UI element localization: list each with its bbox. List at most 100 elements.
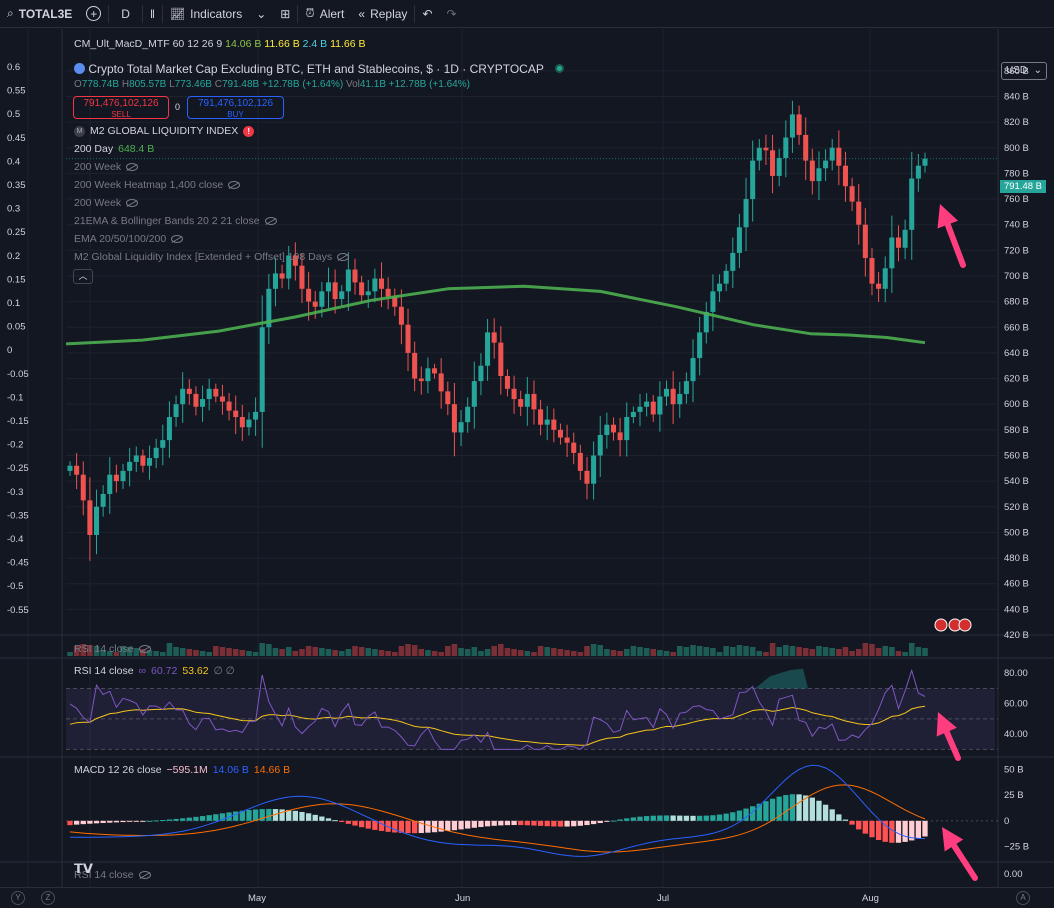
macd-histogram-bar bbox=[478, 820, 484, 828]
volume-bar bbox=[87, 645, 93, 656]
hidden-eye-icon[interactable] bbox=[337, 253, 350, 261]
macd-histogram-bar bbox=[557, 820, 564, 827]
macd-histogram-bar bbox=[571, 820, 577, 827]
y-right-tick: 440 B bbox=[1004, 604, 1029, 615]
overlay-row-m2[interactable]: M M2 GLOBAL LIQUIDITY INDEX ! bbox=[74, 125, 255, 137]
candle-down bbox=[445, 391, 451, 405]
axes-layer: 860 B 840 B 820 B 800 B 780 B 760 B 740 B 720 B… bbox=[7, 62, 1029, 853]
indicators-dropdown[interactable]: ⌄ bbox=[249, 0, 273, 28]
volume-bar bbox=[272, 648, 279, 656]
replay-button[interactable]: « Replay bbox=[351, 0, 414, 28]
macd-y-tick: 0 bbox=[1004, 816, 1009, 827]
macd-histogram-bar bbox=[107, 820, 113, 823]
macd-histogram-bar bbox=[160, 819, 166, 821]
hidden-eye-icon[interactable] bbox=[138, 645, 151, 653]
volume-bar bbox=[106, 651, 113, 656]
candle-up bbox=[915, 165, 921, 179]
overlay-row-m2-extended[interactable]: M2 Global Liquidity Index [Extended + Of… bbox=[74, 251, 350, 263]
alert-button[interactable]: ⏰︎ Alert bbox=[298, 0, 351, 28]
overlay-row-200week[interactable]: 200 Week bbox=[74, 161, 139, 173]
macd-histogram-bar bbox=[153, 820, 159, 822]
volume-value: 41.1B bbox=[359, 79, 386, 90]
layouts-button[interactable]: ⊞ bbox=[273, 0, 297, 28]
z-axis-button[interactable]: Z bbox=[41, 891, 55, 905]
undo-button[interactable]: ↶ bbox=[415, 0, 439, 28]
add-symbol-button[interactable]: + bbox=[79, 0, 108, 28]
overlay-row-ema[interactable]: EMA 20/50/100/200 bbox=[74, 233, 184, 245]
time-axis-labels: May Jun Jul Aug bbox=[0, 893, 1000, 905]
macd-mtf-legend[interactable]: CM_Ult_MacD_MTF 60 12 26 9 14.06 B 11.66… bbox=[74, 38, 366, 50]
overlay-row-200week-2[interactable]: 200 Week bbox=[74, 197, 139, 209]
buy-button[interactable]: 791,476,102,126 BUY bbox=[187, 96, 284, 119]
chevron-down-icon: ⌄ bbox=[1033, 65, 1042, 76]
hidden-eye-icon[interactable] bbox=[171, 235, 184, 243]
indicators-button[interactable]: 📈︎ Indicators bbox=[163, 0, 249, 28]
volume-bar bbox=[113, 652, 120, 656]
volume-bar bbox=[438, 652, 444, 656]
candle-down bbox=[803, 134, 809, 161]
replay-label: Replay bbox=[370, 6, 408, 21]
candle-down bbox=[74, 465, 80, 475]
hidden-eye-icon[interactable] bbox=[126, 163, 139, 171]
candle-up bbox=[697, 332, 703, 359]
macd-histogram-bar bbox=[438, 820, 444, 832]
hidden-eye-icon[interactable] bbox=[126, 199, 139, 207]
volume-bar bbox=[93, 646, 100, 656]
divider bbox=[414, 4, 416, 23]
volume-bar bbox=[690, 645, 696, 656]
hidden-eye-icon[interactable] bbox=[228, 181, 241, 189]
volume-bar bbox=[279, 649, 285, 656]
macd-histogram-bar bbox=[471, 820, 477, 828]
volume-bar bbox=[411, 645, 418, 656]
candle-up bbox=[657, 396, 663, 415]
macd-histogram-bar bbox=[836, 814, 842, 821]
main-legend-title-row[interactable]: Crypto Total Market Cap Excluding BTC, E… bbox=[74, 62, 564, 76]
rsi-hidden-legend-2[interactable]: 𝗧𝗩 RSI 14 close bbox=[74, 861, 151, 881]
volume-bar bbox=[259, 643, 265, 656]
overlay-row-heatmap[interactable]: 200 Week Heatmap 1,400 close bbox=[74, 179, 241, 191]
candle-down bbox=[491, 332, 497, 343]
volume-bar bbox=[67, 652, 73, 656]
candle-up bbox=[465, 406, 471, 423]
redo-button[interactable]: ↷ bbox=[440, 0, 464, 28]
x-tick-jul: Jul bbox=[657, 893, 670, 904]
high-value: 805.57B bbox=[129, 79, 167, 90]
y-left-tick: -0.3 bbox=[7, 487, 23, 498]
rsi-legend[interactable]: RSI 14 close ∞ 60.72 53.62 ∅ ∅ bbox=[74, 665, 235, 677]
macd-histogram-bar bbox=[670, 815, 676, 821]
hidden-eye-icon[interactable] bbox=[264, 217, 277, 225]
overlay-label: 200 Week bbox=[74, 197, 122, 209]
candle-down bbox=[392, 296, 398, 307]
collapse-legend-button[interactable]: ︿ bbox=[73, 269, 93, 284]
overlay-row-200day[interactable]: 200 Day 648.4 B bbox=[74, 143, 154, 155]
arrow-shaft bbox=[943, 729, 961, 761]
volume-bar bbox=[478, 651, 484, 656]
macd-histogram-bar bbox=[206, 815, 212, 821]
volume-bar bbox=[219, 647, 226, 656]
macd-legend[interactable]: MACD 12 26 close −595.1M 14.06 B 14.66 B bbox=[74, 764, 290, 776]
chart-type-button[interactable]: ǁ bbox=[143, 0, 162, 28]
auto-scale-button[interactable]: A bbox=[1016, 891, 1030, 905]
candle-down bbox=[895, 237, 902, 248]
hidden-eye-icon[interactable] bbox=[138, 871, 151, 879]
volume-bar bbox=[332, 650, 338, 656]
overlay-row-bollinger[interactable]: 21EMA & Bollinger Bands 20 2 21 close bbox=[74, 215, 277, 227]
currency-select[interactable]: USD ⌄ bbox=[1001, 62, 1047, 80]
time-axis-bar[interactable] bbox=[0, 887, 1054, 908]
macd-histogram-bar bbox=[133, 820, 139, 822]
rsi-hidden-legend[interactable]: RSI 14 close bbox=[74, 643, 151, 655]
volume-bar bbox=[266, 644, 272, 656]
sell-button[interactable]: 791,476,102,126 SELL bbox=[73, 96, 169, 119]
macd-y-tick: 25 B bbox=[1004, 790, 1024, 801]
volume-bar bbox=[352, 646, 358, 656]
volume-bar bbox=[902, 652, 908, 656]
y-axis-button[interactable]: Y bbox=[11, 891, 25, 905]
macd-histogram-bar bbox=[80, 820, 86, 825]
symbol-search[interactable]: ⌕ TOTAL3E bbox=[0, 0, 79, 28]
interval-button[interactable]: D bbox=[121, 6, 130, 21]
macd-histogram-bar bbox=[703, 815, 709, 821]
macd-layer bbox=[66, 764, 998, 857]
overlay-label: 200 Week Heatmap 1,400 close bbox=[74, 179, 224, 191]
rewind-icon: « bbox=[358, 6, 366, 21]
